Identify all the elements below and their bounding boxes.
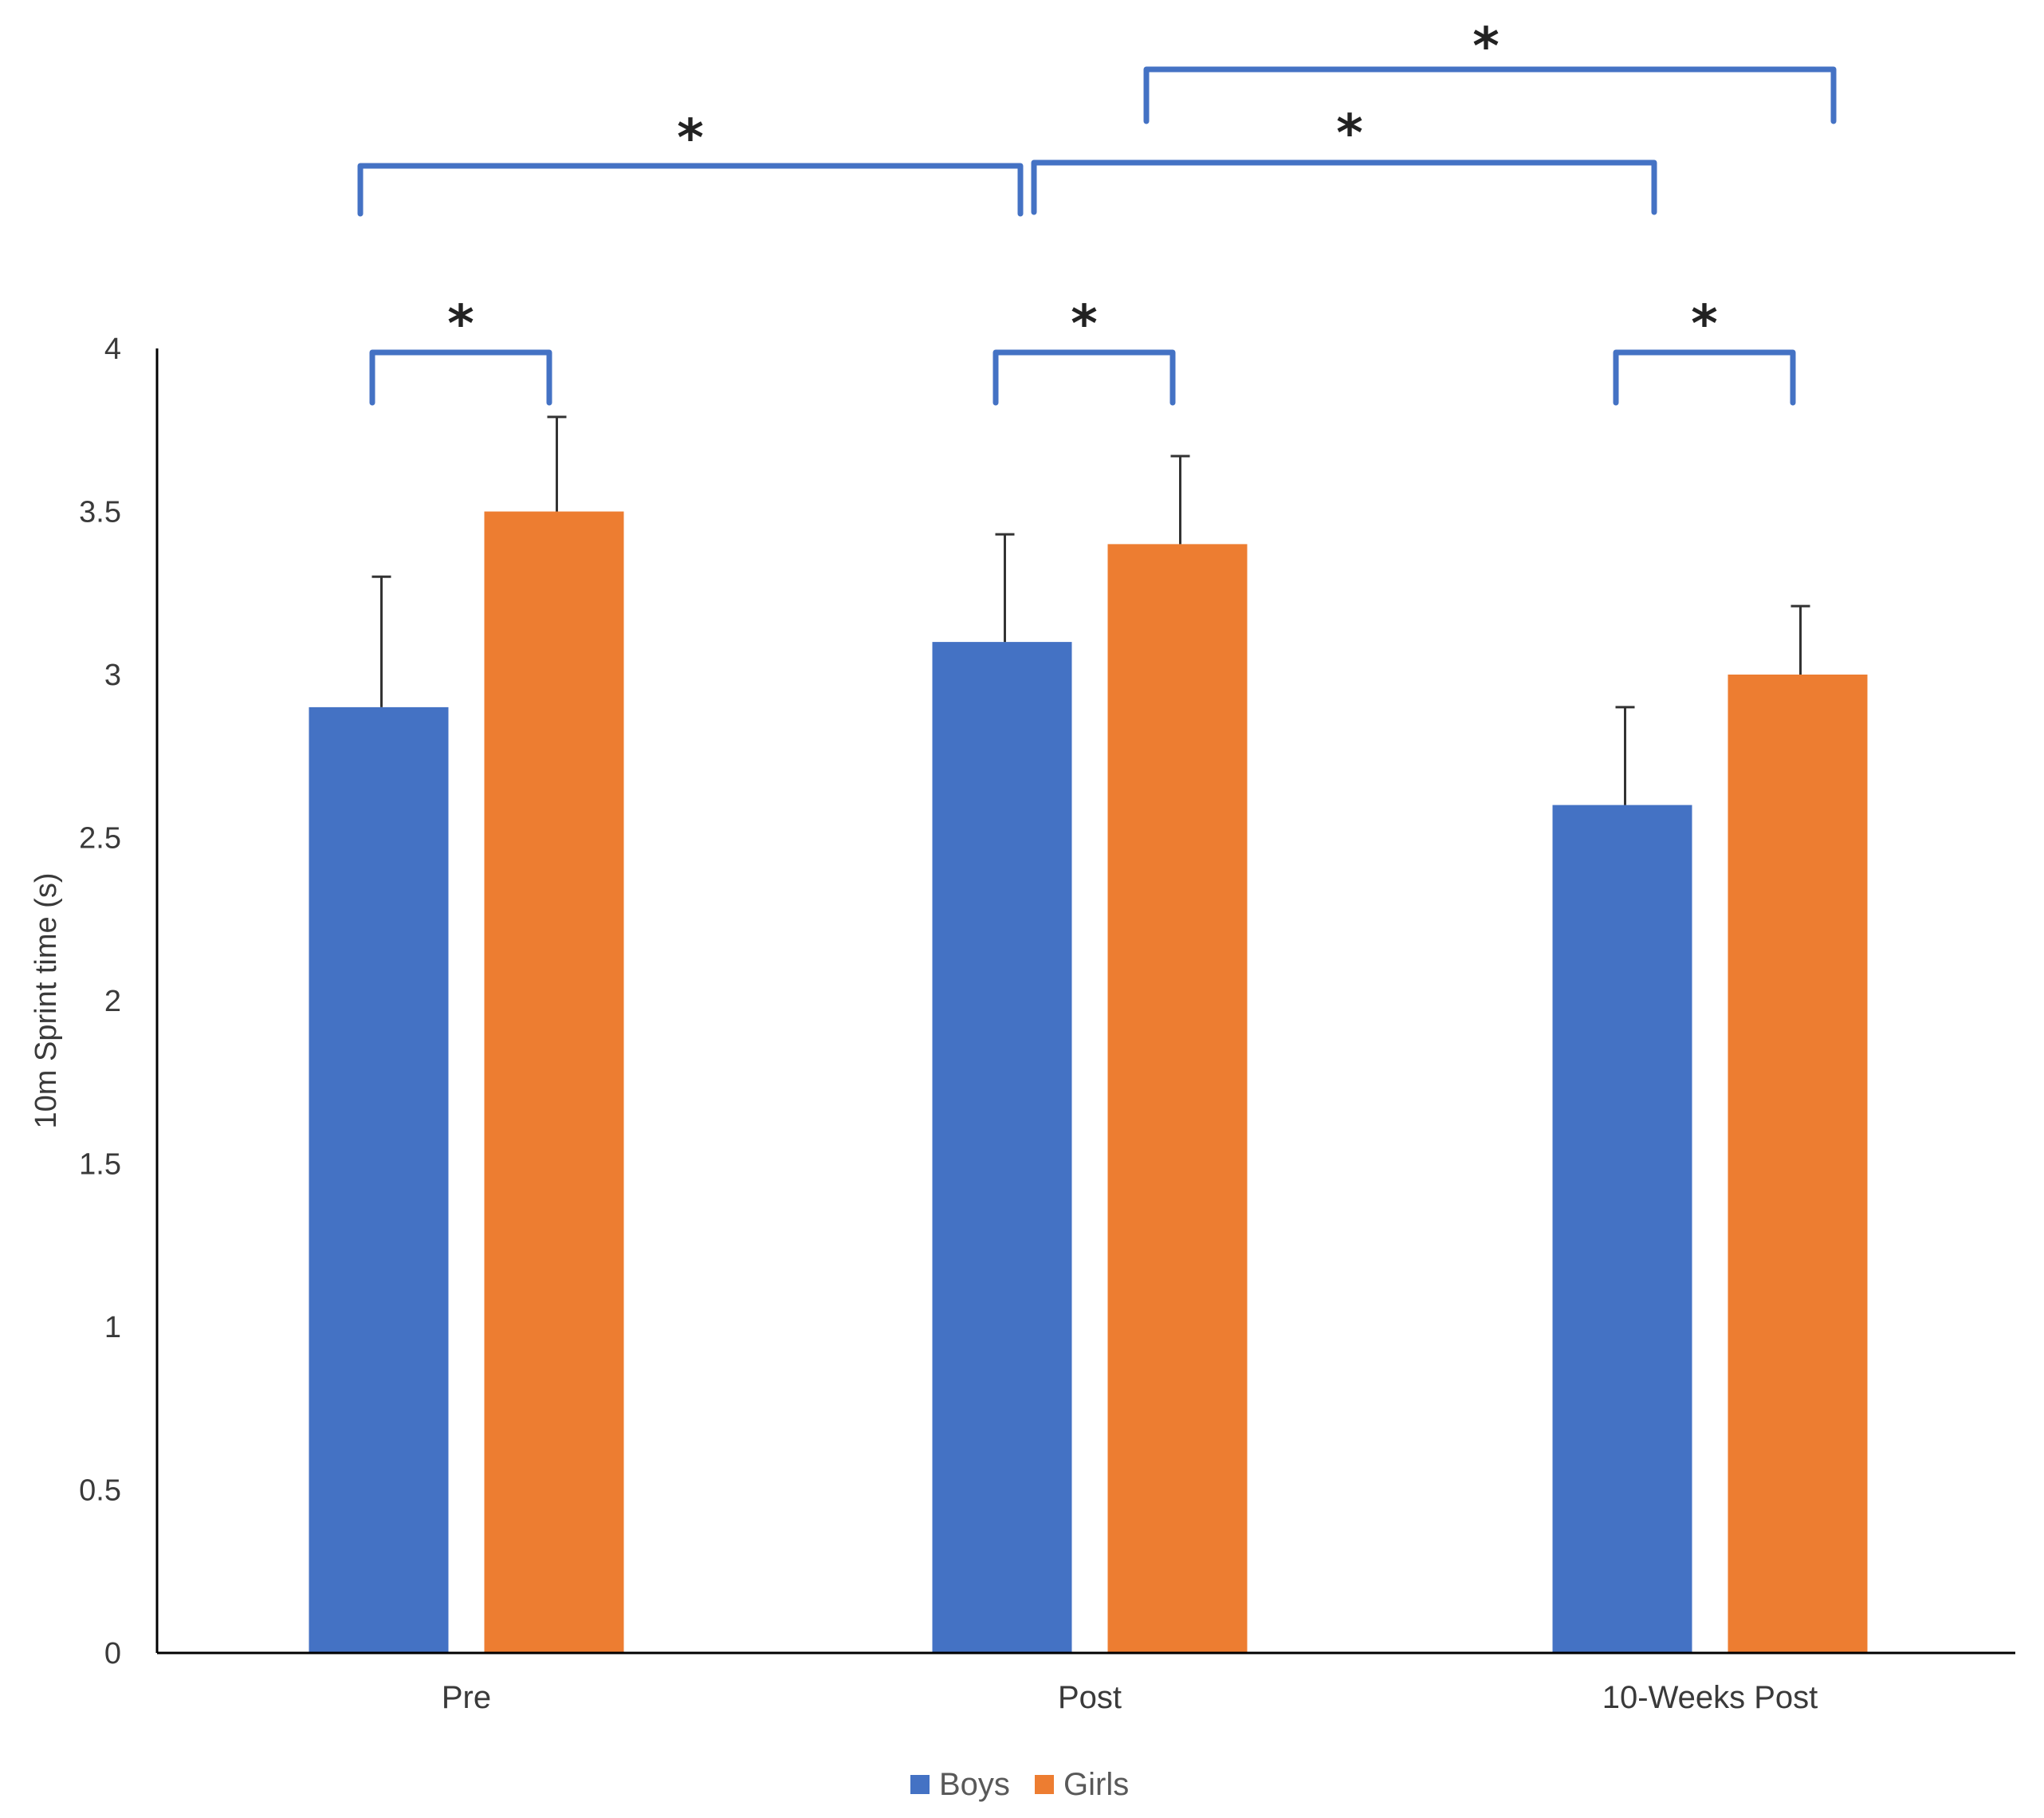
y-tick-label: 1 [104,1311,121,1344]
y-tick-label: 3.5 [79,496,121,529]
y-tick-label: 0 [104,1637,121,1670]
legend-label-boys: Boys [939,1767,1010,1802]
sig-bracket-pre-vs-10-weeks-post [1143,66,1837,124]
legend-label-girls: Girls [1063,1767,1129,1802]
x-category-label-pre: Pre [442,1680,491,1715]
bar-girls-post [1107,544,1248,1653]
y-tick-label: 2 [104,985,121,1018]
sig-bracket-post-vs-10-weeks-post-star: * [1336,104,1362,163]
y-tick-label: 0.5 [79,1474,121,1508]
bar-girls-10-weeks-post [1728,675,1868,1653]
sig-bracket-within-pre-star: * [447,295,474,354]
sig-bracket-within-10-weeks-post-star: * [1691,295,1717,354]
category-labels: Pre Post 10-Weeks Post [442,1680,1818,1715]
sig-bracket-post-vs-10-weeks-post [1031,159,1657,215]
bar-boys-10-weeks-post [1552,805,1692,1653]
y-tick-label: 4 [104,333,121,366]
sig-bracket-pre-vs-post-star: * [677,109,703,168]
y-axis-title: 10m Sprint time (s) [29,873,63,1129]
significance-brackets: * * * * * * [357,18,1837,406]
bars [309,511,1868,1653]
sig-bracket-within-pre [369,349,552,406]
sig-bracket-within-post [993,349,1176,406]
y-tick-label: 1.5 [79,1148,121,1182]
bar-girls-pre [484,511,624,1653]
bar-boys-pre [309,706,449,1653]
legend: Boys Girls [910,1767,1129,1802]
bar-boys-post [932,642,1072,1653]
error-bars [371,415,1810,805]
sig-bracket-within-post-star: * [1071,295,1097,354]
legend-swatch-girls [1035,1775,1054,1794]
y-tick-labels: 0 0.5 1 1.5 2 2.5 3 3.5 4 [79,333,121,1670]
sig-bracket-pre-vs-10-weeks-post-star: * [1472,18,1499,77]
y-tick-label: 3 [104,659,121,692]
sig-bracket-within-10-weeks-post [1613,349,1796,406]
x-category-label-post: Post [1058,1680,1122,1715]
x-category-label-10-weeks-post: 10-Weeks Post [1602,1680,1818,1715]
y-tick-label: 2.5 [79,822,121,856]
legend-swatch-boys [910,1775,930,1794]
sig-bracket-pre-vs-post [357,163,1024,217]
